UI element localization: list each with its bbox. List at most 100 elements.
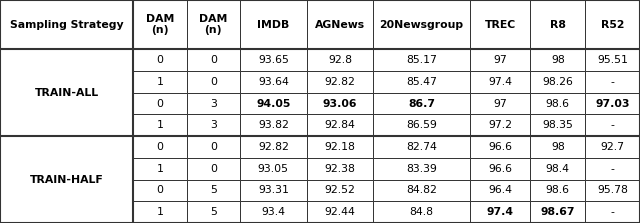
Text: 3: 3 [210, 99, 217, 109]
Bar [531, 201, 585, 223]
Bar [470, 136, 531, 158]
Bar [133, 93, 187, 114]
Text: 92.52: 92.52 [324, 185, 355, 195]
Bar [187, 180, 240, 201]
Text: 92.84: 92.84 [324, 120, 355, 130]
Bar [585, 158, 640, 180]
Text: 93.64: 93.64 [258, 77, 289, 87]
Text: 93.31: 93.31 [258, 185, 289, 195]
Text: R8: R8 [550, 20, 566, 30]
Text: 93.06: 93.06 [323, 99, 357, 109]
Text: TREC: TREC [484, 20, 516, 30]
Text: 93.4: 93.4 [261, 207, 285, 217]
Text: 83.39: 83.39 [406, 164, 437, 174]
Bar [307, 49, 373, 71]
Bar [531, 49, 585, 71]
Bar [307, 114, 373, 136]
Text: 0: 0 [210, 55, 217, 65]
Text: 92.8: 92.8 [328, 55, 352, 65]
Text: 92.82: 92.82 [258, 142, 289, 152]
Text: 5: 5 [210, 207, 217, 217]
Text: 97.4: 97.4 [488, 77, 512, 87]
Text: 92.18: 92.18 [324, 142, 355, 152]
Text: 1: 1 [157, 120, 163, 130]
Bar [531, 71, 585, 93]
Bar [0, 136, 133, 223]
Bar [240, 93, 307, 114]
Text: 93.82: 93.82 [258, 120, 289, 130]
Text: 98.35: 98.35 [542, 120, 573, 130]
Text: 98.6: 98.6 [546, 99, 570, 109]
Text: -: - [611, 120, 614, 130]
Bar [470, 49, 531, 71]
Bar [585, 93, 640, 114]
Bar [240, 158, 307, 180]
Bar [133, 71, 187, 93]
Text: 92.7: 92.7 [600, 142, 625, 152]
Text: TRAIN-HALF: TRAIN-HALF [30, 175, 104, 185]
Bar [187, 201, 240, 223]
Text: 96.6: 96.6 [488, 164, 512, 174]
Bar [470, 114, 531, 136]
Bar [240, 114, 307, 136]
Text: 94.05: 94.05 [256, 99, 291, 109]
Bar [470, 180, 531, 201]
Text: 97.03: 97.03 [595, 99, 630, 109]
Text: DAM
(n): DAM (n) [146, 14, 174, 35]
Text: 0: 0 [157, 142, 163, 152]
Bar [470, 93, 531, 114]
Bar [585, 0, 640, 49]
Text: 96.4: 96.4 [488, 185, 512, 195]
Bar [240, 136, 307, 158]
Text: 1: 1 [157, 77, 163, 87]
Text: 3: 3 [210, 120, 217, 130]
Bar [307, 93, 373, 114]
Text: 98.4: 98.4 [546, 164, 570, 174]
Bar [470, 0, 531, 49]
Bar [373, 136, 470, 158]
Bar [133, 114, 187, 136]
Text: -: - [611, 77, 614, 87]
Bar [531, 180, 585, 201]
Text: 97: 97 [493, 55, 507, 65]
Bar [187, 114, 240, 136]
Bar [373, 93, 470, 114]
Text: -: - [611, 164, 614, 174]
Bar [307, 180, 373, 201]
Text: 98.67: 98.67 [541, 207, 575, 217]
Bar [240, 49, 307, 71]
Text: 98: 98 [551, 142, 564, 152]
Text: 98: 98 [551, 55, 564, 65]
Bar [373, 180, 470, 201]
Text: Sampling Strategy: Sampling Strategy [10, 20, 124, 30]
Bar [187, 158, 240, 180]
Text: TRAIN-ALL: TRAIN-ALL [35, 88, 99, 98]
Text: 98.26: 98.26 [542, 77, 573, 87]
Text: 86.59: 86.59 [406, 120, 437, 130]
Bar [133, 0, 187, 49]
Bar [373, 0, 470, 49]
Bar [373, 49, 470, 71]
Bar [470, 158, 531, 180]
Bar [585, 71, 640, 93]
Bar [240, 71, 307, 93]
Bar [0, 49, 133, 136]
Bar [307, 201, 373, 223]
Text: 0: 0 [157, 185, 163, 195]
Text: 92.44: 92.44 [324, 207, 355, 217]
Bar [470, 201, 531, 223]
Text: -: - [611, 207, 614, 217]
Text: 1: 1 [157, 207, 163, 217]
Bar [240, 201, 307, 223]
Text: 95.78: 95.78 [597, 185, 628, 195]
Text: 97.4: 97.4 [486, 207, 513, 217]
Bar [187, 136, 240, 158]
Text: 0: 0 [157, 99, 163, 109]
Bar [373, 71, 470, 93]
Bar [133, 201, 187, 223]
Bar [307, 71, 373, 93]
Bar [373, 158, 470, 180]
Text: 92.82: 92.82 [324, 77, 355, 87]
Text: 0: 0 [210, 164, 217, 174]
Bar [585, 201, 640, 223]
